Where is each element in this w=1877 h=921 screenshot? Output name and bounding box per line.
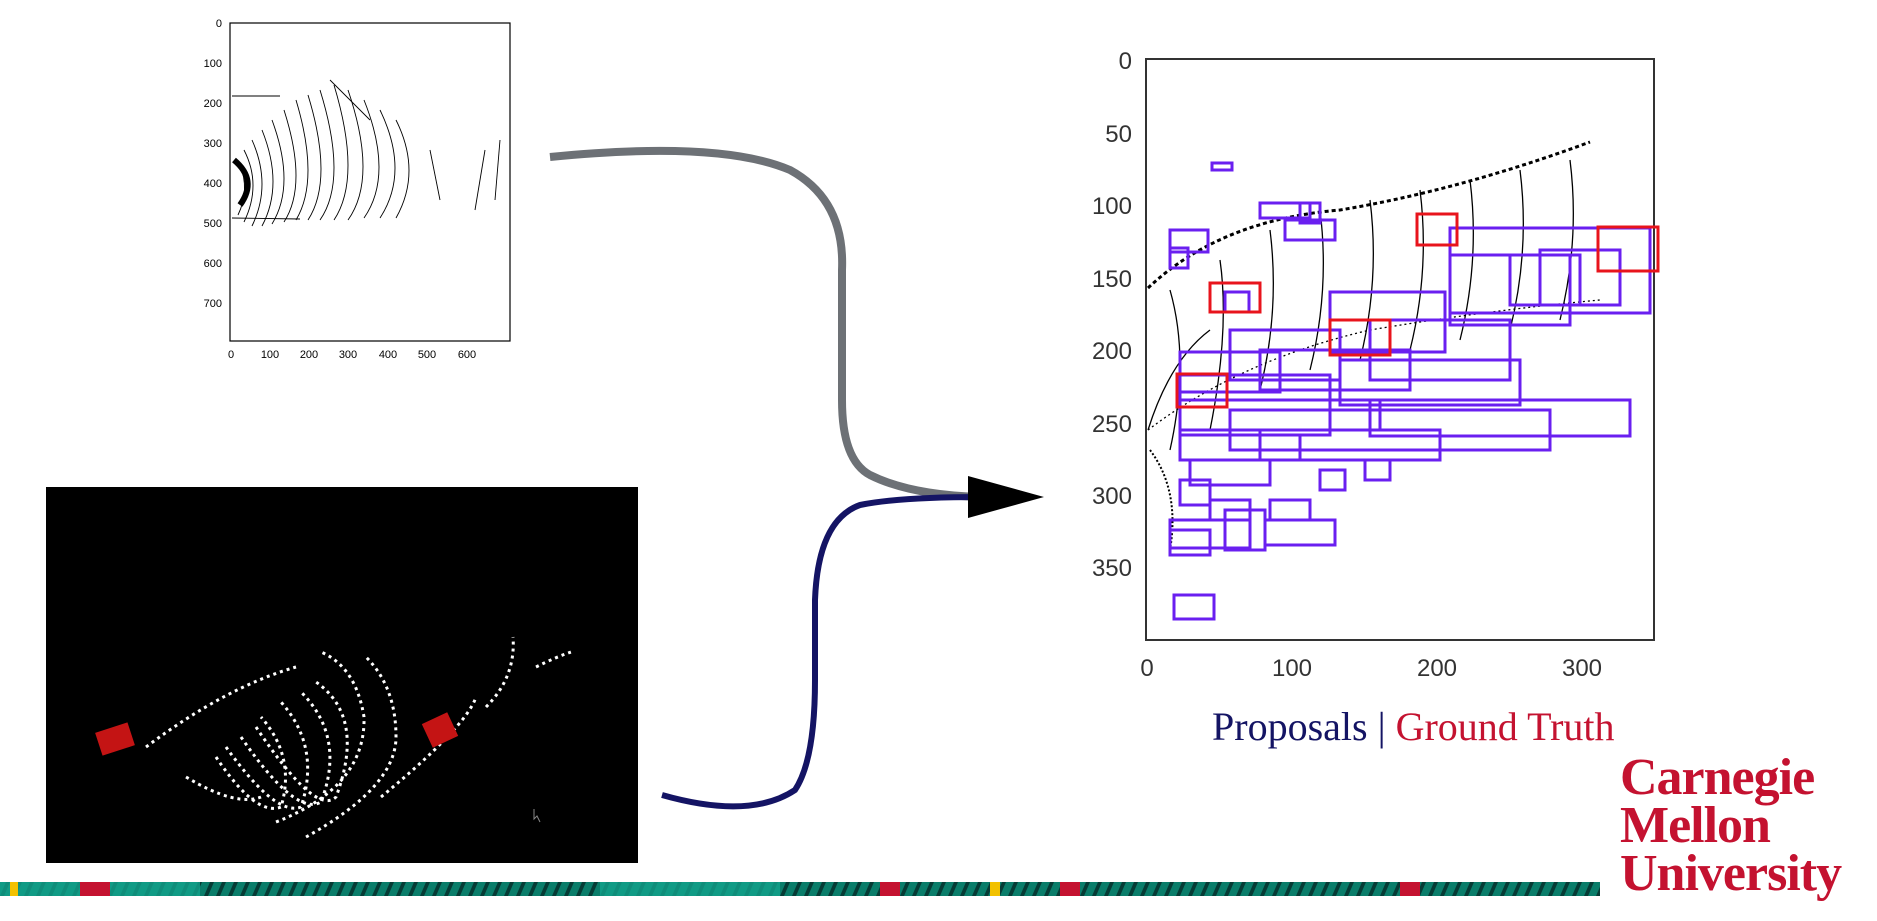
small-ytick-label: 500 <box>204 218 222 230</box>
small-plot-points <box>231 79 501 227</box>
big-ytick-label: 350 <box>1092 555 1132 582</box>
logo-line: Carnegie <box>1620 749 1815 806</box>
small-xtick-label: 600 <box>458 349 476 361</box>
small-plot-ytick-labels: 0 100 200 300 400 500 600 700 <box>204 18 222 310</box>
big-xtick-label: 300 <box>1562 655 1602 682</box>
small-birdseye-plot: 0 100 200 300 400 500 600 700 0 100 200 … <box>204 18 511 361</box>
cmu-logo: Carnegie Mellon University <box>1620 749 1842 902</box>
small-xtick-label: 400 <box>379 349 397 361</box>
small-ytick-label: 400 <box>204 178 222 190</box>
big-xtick-label: 0 <box>1140 655 1153 682</box>
legend-ground-truth: Ground Truth <box>1395 704 1615 749</box>
big-ytick-label: 50 <box>1105 121 1132 148</box>
big-xtick-label: 200 <box>1417 655 1457 682</box>
small-xtick-label: 300 <box>339 349 357 361</box>
small-xtick-label: 200 <box>300 349 318 361</box>
big-plot-xtick-labels: 0 100 200 300 <box>1140 655 1602 682</box>
small-ytick-label: 600 <box>204 258 222 270</box>
big-ytick-label: 150 <box>1092 266 1132 293</box>
decorative-footer-stripe <box>0 882 1600 896</box>
legend-proposals: Proposals <box>1212 704 1368 749</box>
small-xtick-label: 500 <box>418 349 436 361</box>
big-xtick-label: 100 <box>1272 655 1312 682</box>
lidar-rings <box>145 636 572 839</box>
small-xtick-label: 100 <box>261 349 279 361</box>
small-ytick-label: 100 <box>204 58 222 70</box>
bottom-flow-arrow <box>661 494 981 810</box>
small-ytick-label: 200 <box>204 98 222 110</box>
small-ytick-label: 300 <box>204 138 222 150</box>
ground-truth-car-box <box>421 712 459 748</box>
small-plot-xtick-labels: 0 100 200 300 400 500 600 <box>228 349 476 361</box>
ground-truth-boxes <box>1175 212 1660 409</box>
proposals-plot: 0 50 100 150 200 250 300 350 0 100 200 3… <box>1092 48 1660 682</box>
lidar-point-cloud-render <box>46 487 638 863</box>
ground-truth-car-box <box>95 722 135 756</box>
mouse-cursor-icon <box>533 809 541 823</box>
proposal-boxes <box>1168 161 1652 621</box>
big-ytick-label: 300 <box>1092 483 1132 510</box>
small-ytick-label: 0 <box>216 18 222 30</box>
arrow-head-icon <box>968 476 1044 518</box>
big-ytick-label: 250 <box>1092 411 1132 438</box>
small-ytick-label: 700 <box>204 298 222 310</box>
plot-legend: Proposals | Ground Truth <box>1212 703 1615 750</box>
big-ytick-label: 200 <box>1092 338 1132 365</box>
logo-line: University <box>1620 845 1842 902</box>
top-flow-arrow <box>549 146 981 501</box>
big-ytick-label: 100 <box>1092 193 1132 220</box>
logo-line: Mellon <box>1620 797 1771 854</box>
legend-separator: | <box>1377 704 1386 749</box>
big-plot-ytick-labels: 0 50 100 150 200 250 300 350 <box>1092 48 1132 582</box>
big-ytick-label: 0 <box>1119 48 1132 75</box>
small-xtick-label: 0 <box>228 349 234 361</box>
small-plot-frame <box>229 22 511 342</box>
